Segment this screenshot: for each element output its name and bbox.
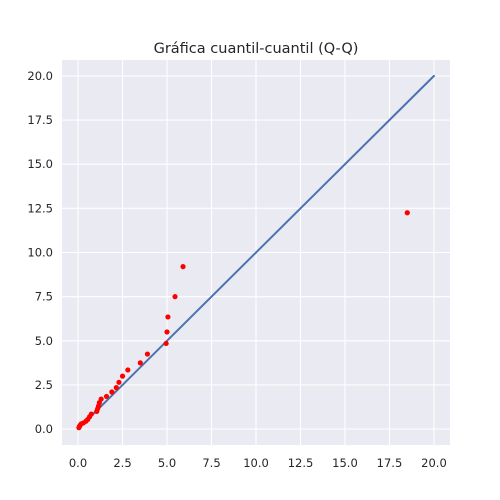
data-point <box>98 396 104 402</box>
x-tick-label: 15.0 <box>332 456 358 470</box>
y-tick-label: 5.0 <box>35 334 53 348</box>
data-point <box>125 367 131 373</box>
data-point <box>165 314 171 320</box>
data-point <box>119 373 126 379</box>
data-point <box>113 385 119 391</box>
y-tick-label: 17.5 <box>27 113 53 127</box>
data-point <box>103 393 110 400</box>
x-tick-label: 10.0 <box>243 456 269 470</box>
y-tick-label: 7.5 <box>35 290 53 304</box>
data-point <box>172 294 178 300</box>
y-tick-label: 2.5 <box>35 378 53 392</box>
x-tick-label: 2.5 <box>113 456 131 470</box>
x-tick-label: 0.0 <box>69 456 87 470</box>
y-tick-label: 10.0 <box>27 246 53 260</box>
data-point <box>88 411 94 417</box>
y-tick-label: 12.5 <box>27 201 53 215</box>
y-tick-label: 20.0 <box>27 69 53 83</box>
reference-line-group <box>77 74 435 431</box>
data-point <box>404 210 410 216</box>
y-tick-label: 0.0 <box>35 422 53 436</box>
y-tick-label: 15.0 <box>27 157 53 171</box>
data-point <box>163 340 169 347</box>
data-point <box>109 389 115 395</box>
x-tick-label: 17.5 <box>377 456 403 470</box>
y-axis-ticks: 0.0 2.5 5.0 7.5 10.0 12.5 15.0 17.5 20.0 <box>27 69 53 436</box>
data-point <box>164 329 170 335</box>
reference-line <box>77 74 435 431</box>
data-point <box>144 351 151 357</box>
data-point <box>116 379 122 385</box>
x-tick-label: 5.0 <box>158 456 176 470</box>
x-tick-label: 20.0 <box>421 456 447 470</box>
data-points <box>76 210 410 431</box>
data-point <box>180 264 186 270</box>
x-tick-label: 12.5 <box>288 456 314 470</box>
x-axis-ticks: 0.0 2.5 5.0 7.5 10.0 12.5 15.0 17.5 20.0 <box>69 456 447 470</box>
x-tick-label: 7.5 <box>202 456 220 470</box>
data-point <box>137 360 143 366</box>
chart-title: Gráfica cuantil-cuantil (Q-Q) <box>154 41 359 57</box>
